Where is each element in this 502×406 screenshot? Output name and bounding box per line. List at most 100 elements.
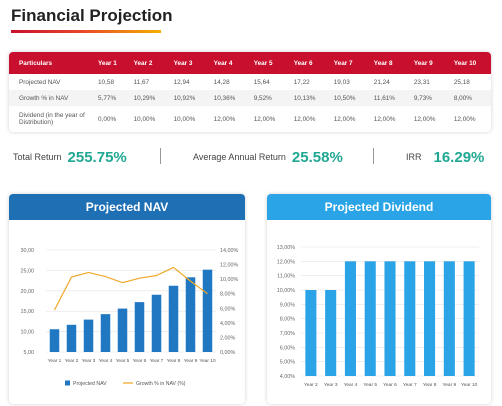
nav-bar xyxy=(151,294,162,352)
table-row: Growth % in NAV 5,77% 10,29% 10,92% 10,3… xyxy=(9,90,491,106)
table-cell: 12,00% xyxy=(373,115,396,123)
average-annual-return-summary: Average Annual Return 25.58% xyxy=(193,146,343,168)
projection-table: Particulars Year 1 Year 2 Year 3 Year 4 … xyxy=(9,52,491,132)
nav-bar xyxy=(66,324,77,352)
projected-dividend-chart: 4,00% 5,00% 6,00% 7,00% 8,00% 9,00% 10,00% 11,0… xyxy=(277,245,479,388)
y2-tick-label: 8,00% xyxy=(220,292,235,298)
row-label: Projected NAV xyxy=(19,78,61,86)
table-cell: 19,03 xyxy=(333,78,350,86)
x-tick-label: Year 2 xyxy=(304,382,318,388)
total-return-label: Total Return xyxy=(13,152,62,162)
table-cell: 11,67 xyxy=(133,78,150,86)
summary-divider xyxy=(160,148,161,164)
table-cell: 10,13% xyxy=(293,94,316,102)
table-cell: 10,00% xyxy=(173,115,196,123)
table-cell: 12,00% xyxy=(413,115,436,123)
x-tick-label: Year 10 xyxy=(461,382,478,388)
y-tick-label: 25,00 xyxy=(21,268,35,274)
y-tick-label: 6,00% xyxy=(280,345,295,351)
legend-label-growth: Growth % in NAV (%) xyxy=(136,381,186,387)
table-cell: 25,18 xyxy=(453,78,470,86)
y2-tick-label: 4,00% xyxy=(220,321,235,327)
table-cell: 11,61% xyxy=(373,94,395,102)
x-tick-label: Year 4 xyxy=(344,382,358,388)
y-tick-label: 4,00% xyxy=(280,374,295,380)
y-tick-label: 5,00 xyxy=(24,350,35,356)
table-cell: 12,00% xyxy=(213,115,236,123)
nav-bar xyxy=(83,319,94,352)
header-year-10: Year 10 xyxy=(453,59,477,67)
x-tick-label: Year 9 xyxy=(184,358,198,364)
total-return-value: 255.75% xyxy=(67,148,127,166)
y2-tick-label: 10,00% xyxy=(220,277,238,283)
header-year-4: Year 4 xyxy=(213,59,233,67)
dividend-bar xyxy=(364,261,376,376)
x-tick-label: Year 4 xyxy=(99,358,113,364)
dividend-bar xyxy=(443,261,455,376)
x-tick-label: Year 7 xyxy=(403,382,417,388)
legend-label-nav: Projected NAV xyxy=(73,381,107,387)
table-cell: 5,77% xyxy=(98,94,117,102)
table-cell: 21,24 xyxy=(373,78,390,86)
table-cell: 10,36% xyxy=(213,94,236,102)
table-cell: 12,94 xyxy=(173,78,190,86)
table-cell: 12,00% xyxy=(333,115,356,123)
x-tick-label: Year 8 xyxy=(423,382,437,388)
dividend-bar xyxy=(325,290,337,376)
page-title: Financial Projection xyxy=(11,6,173,25)
irr-value: 16.29% xyxy=(433,148,485,166)
table-cell: 23,31 xyxy=(413,78,430,86)
table-row: Dividend (in the year of Distribution) 0… xyxy=(9,106,491,132)
table-cell: 9,73% xyxy=(413,94,432,102)
y-tick-label: 30,00 xyxy=(21,248,35,254)
table-cell: 12,00% xyxy=(453,115,476,123)
x-tick-label: Year 3 xyxy=(324,382,338,388)
y-tick-label: 10,00% xyxy=(277,288,295,294)
irr-summary: IRR 16.29% xyxy=(406,146,484,168)
y-tick-label: 20,00 xyxy=(21,289,35,295)
y-tick-label: 10,00 xyxy=(21,330,35,336)
y-tick-label: 13,00% xyxy=(277,245,295,251)
table-cell: 9,52% xyxy=(253,94,272,102)
x-tick-label: Year 10 xyxy=(199,358,216,364)
y2-tick-label: 2,00% xyxy=(220,335,235,341)
table-cell: 17,22 xyxy=(293,78,310,86)
projected-dividend-card: Projected Dividend 4,00% 5,00% 6,00% 7,00% 8… xyxy=(267,194,491,404)
table-cell: 8,00% xyxy=(453,94,472,102)
x-tick-label: Year 3 xyxy=(82,358,96,364)
row-label: Growth % in NAV xyxy=(19,94,69,102)
total-return-summary: Total Return 255.75% xyxy=(13,146,127,168)
y-tick-label: 7,00% xyxy=(280,331,295,337)
x-tick-label: Year 9 xyxy=(442,382,456,388)
table-cell: 12,00% xyxy=(253,115,276,123)
header-year-9: Year 9 xyxy=(413,59,433,67)
irr-label: IRR xyxy=(406,152,422,162)
header-year-2: Year 2 xyxy=(133,59,153,67)
table-cell: 10,58 xyxy=(98,78,114,86)
table-header-row: Particulars Year 1 Year 2 Year 3 Year 4 … xyxy=(9,52,491,74)
table-row: Projected NAV 10,58 11,67 12,94 14,28 15… xyxy=(9,74,491,90)
nav-bar xyxy=(168,285,179,352)
dividend-bar xyxy=(424,261,436,376)
nav-bar xyxy=(117,308,128,352)
header-year-1: Year 1 xyxy=(98,59,117,67)
table-cell: 12,00% xyxy=(293,115,316,123)
x-tick-label: Year 7 xyxy=(150,358,164,364)
table-cell: 10,92% xyxy=(173,94,196,102)
table-cell: 0,00% xyxy=(98,115,117,123)
y-tick-label: 9,00% xyxy=(280,302,295,308)
table-cell: 10,00% xyxy=(133,115,156,123)
projected-dividend-title: Projected Dividend xyxy=(267,194,491,220)
y2-tick-label: 14,00% xyxy=(220,248,238,254)
table-cell: 15,64 xyxy=(253,78,270,86)
x-tick-label: Year 1 xyxy=(48,358,62,364)
x-tick-label: Year 5 xyxy=(116,358,130,364)
y2-tick-label: 0,00% xyxy=(220,350,235,356)
title-underline xyxy=(11,30,161,33)
nav-bar xyxy=(185,277,196,352)
dividend-bar xyxy=(463,261,475,376)
y2-tick-label: 12,00% xyxy=(220,263,238,269)
header-year-3: Year 3 xyxy=(173,59,193,67)
summary-divider xyxy=(373,148,374,164)
table-cell: 14,28 xyxy=(213,78,230,86)
